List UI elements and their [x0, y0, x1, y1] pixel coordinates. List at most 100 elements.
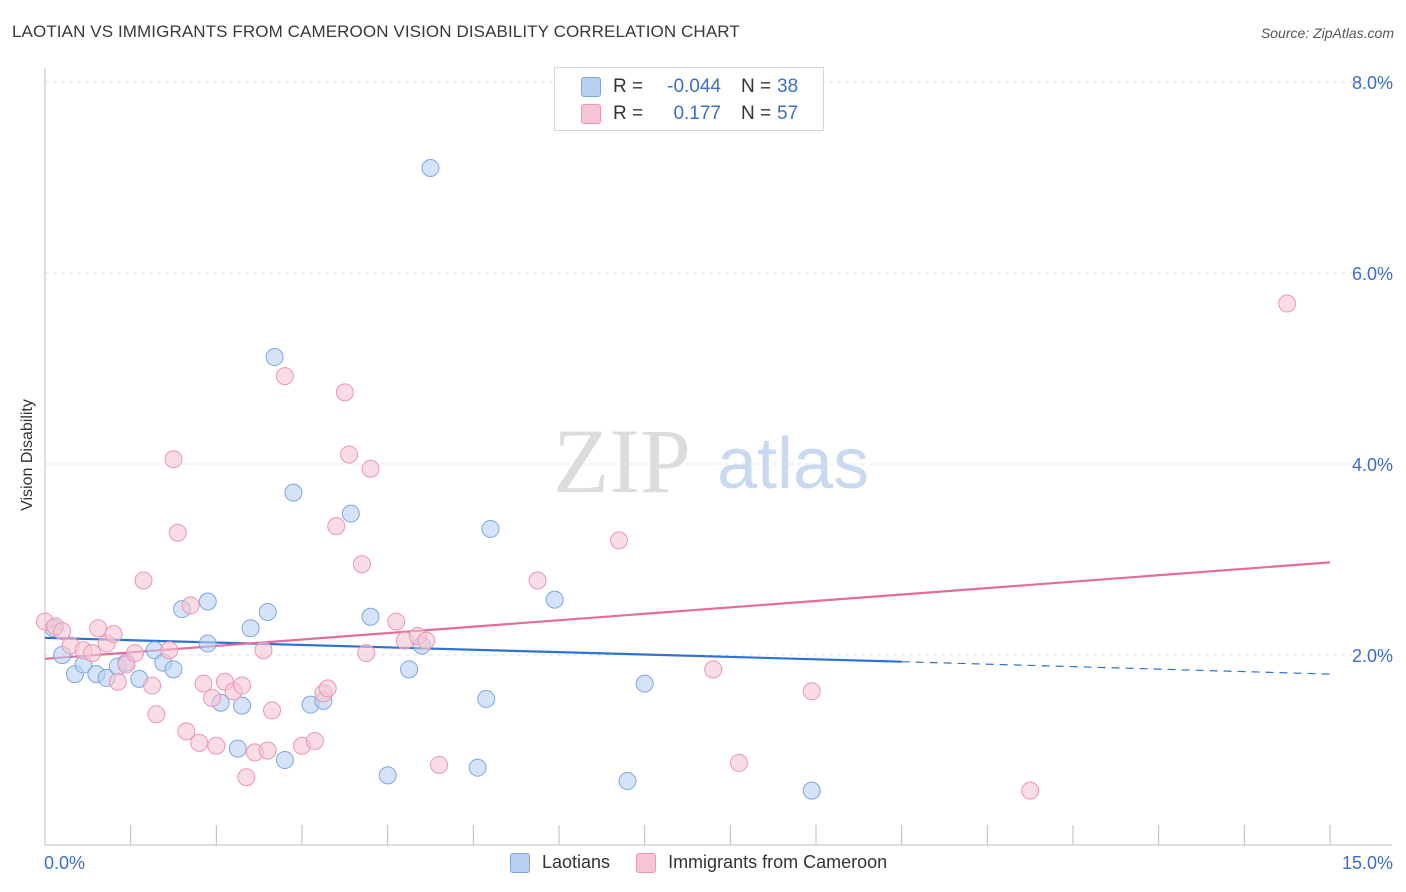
- point-cameroon: [430, 755, 449, 774]
- point-cameroon: [194, 674, 213, 693]
- watermark-zip: ZIP: [553, 410, 691, 512]
- point-cameroon: [125, 644, 144, 663]
- point-cameroon: [335, 383, 354, 402]
- point-cameroon: [318, 679, 337, 698]
- point-laotians: [545, 590, 564, 609]
- y-tick-label: 4.0%: [1352, 455, 1393, 475]
- point-laotians: [477, 689, 496, 708]
- point-cameroon: [802, 682, 821, 701]
- point-cameroon: [177, 722, 196, 741]
- point-laotians: [198, 634, 217, 653]
- point-cameroon: [263, 701, 282, 720]
- point-laotians: [802, 781, 821, 800]
- point-cameroon: [417, 631, 436, 650]
- point-laotians: [481, 519, 500, 538]
- legend-n-value: 57: [777, 103, 799, 124]
- point-cameroon: [104, 624, 123, 643]
- legend-swatch-pink: [581, 104, 601, 124]
- point-laotians: [275, 751, 294, 770]
- point-cameroon: [237, 768, 256, 787]
- legend-swatch-blue: [510, 852, 530, 873]
- point-cameroon: [729, 753, 748, 772]
- y-tick-label: 8.0%: [1352, 73, 1393, 93]
- point-cameroon: [357, 644, 376, 663]
- data-points: [36, 158, 1297, 800]
- legend-row-cameroon: R = 0.177 N = 57: [555, 101, 798, 127]
- source-label: Source: ZipAtlas.com: [1260, 25, 1394, 41]
- point-laotians: [400, 660, 419, 679]
- legend-n-value: 38: [777, 76, 799, 97]
- legend-n-label: N =: [741, 103, 772, 124]
- point-cameroon: [207, 736, 226, 755]
- point-cameroon: [147, 705, 166, 724]
- point-cameroon: [327, 517, 346, 536]
- point-laotians: [635, 674, 654, 693]
- legend-swatch-blue: [581, 77, 601, 97]
- point-laotians: [241, 619, 260, 638]
- legend-item-laotians: Laotians: [510, 852, 610, 873]
- point-laotians: [258, 603, 277, 622]
- legend-r-label: R =: [613, 76, 644, 97]
- point-cameroon: [134, 571, 153, 590]
- point-cameroon: [190, 733, 209, 752]
- point-cameroon: [168, 523, 187, 542]
- trendline-laotians: [44, 636, 902, 663]
- legend-row-laotians: R = -0.044 N = 38: [555, 74, 798, 100]
- point-cameroon: [609, 531, 628, 550]
- point-laotians: [468, 758, 487, 777]
- legend-label-laotians: Laotians: [542, 852, 611, 872]
- point-cameroon: [89, 619, 108, 638]
- axes: [44, 68, 1392, 846]
- trendline-cameroon: [44, 561, 1331, 660]
- legend-item-cameroon: Immigrants from Cameroon: [636, 852, 887, 873]
- correlation-legend: R = -0.044 N = 38 R = 0.177 N = 57: [554, 67, 824, 131]
- point-cameroon: [1021, 781, 1040, 800]
- tick-labels: 2.0% 4.0% 6.0% 8.0% 0.0% 15.0%: [44, 73, 1393, 873]
- point-laotians: [164, 660, 183, 679]
- legend-r-label: R =: [613, 103, 644, 124]
- point-cameroon: [233, 676, 252, 695]
- point-laotians: [361, 607, 380, 626]
- point-cameroon: [387, 612, 406, 631]
- point-cameroon: [305, 731, 324, 750]
- point-laotians: [378, 766, 397, 785]
- legend-n-label: N =: [741, 76, 772, 97]
- point-cameroon: [361, 459, 380, 478]
- legend-r-value: -0.044: [667, 76, 721, 97]
- point-cameroon: [340, 445, 359, 464]
- point-cameroon: [203, 688, 222, 707]
- point-cameroon: [53, 622, 72, 641]
- point-laotians: [421, 158, 440, 177]
- point-laotians: [265, 348, 284, 367]
- point-cameroon: [352, 555, 371, 574]
- point-cameroon: [181, 596, 200, 615]
- point-cameroon: [1278, 294, 1297, 313]
- point-cameroon: [275, 367, 294, 386]
- legend-swatch-pink: [636, 852, 657, 873]
- point-laotians: [341, 504, 360, 523]
- point-laotians: [198, 592, 217, 611]
- point-cameroon: [704, 660, 723, 679]
- x-tick-label: 15.0%: [1342, 853, 1393, 873]
- point-laotians: [233, 696, 252, 715]
- point-cameroon: [528, 571, 547, 590]
- point-cameroon: [254, 641, 273, 660]
- point-laotians: [618, 772, 637, 791]
- chart-title: LAOTIAN VS IMMIGRANTS FROM CAMEROON VISI…: [12, 22, 740, 41]
- point-cameroon: [83, 644, 102, 663]
- watermark: ZIP atlas: [553, 410, 869, 512]
- legend-label-cameroon: Immigrants from Cameroon: [668, 852, 888, 872]
- point-cameroon: [160, 641, 179, 660]
- point-cameroon: [143, 676, 162, 695]
- x-tick-label: 0.0%: [44, 853, 85, 873]
- trendlines: [44, 561, 1331, 675]
- point-laotians: [284, 483, 303, 502]
- point-laotians: [228, 739, 247, 758]
- point-cameroon: [108, 672, 127, 691]
- legend-r-value: 0.177: [673, 103, 721, 124]
- grid: [45, 81, 1392, 656]
- point-cameroon: [164, 450, 183, 469]
- series-legend: Laotians Immigrants from Cameroon: [510, 852, 913, 873]
- y-tick-label: 2.0%: [1352, 646, 1393, 666]
